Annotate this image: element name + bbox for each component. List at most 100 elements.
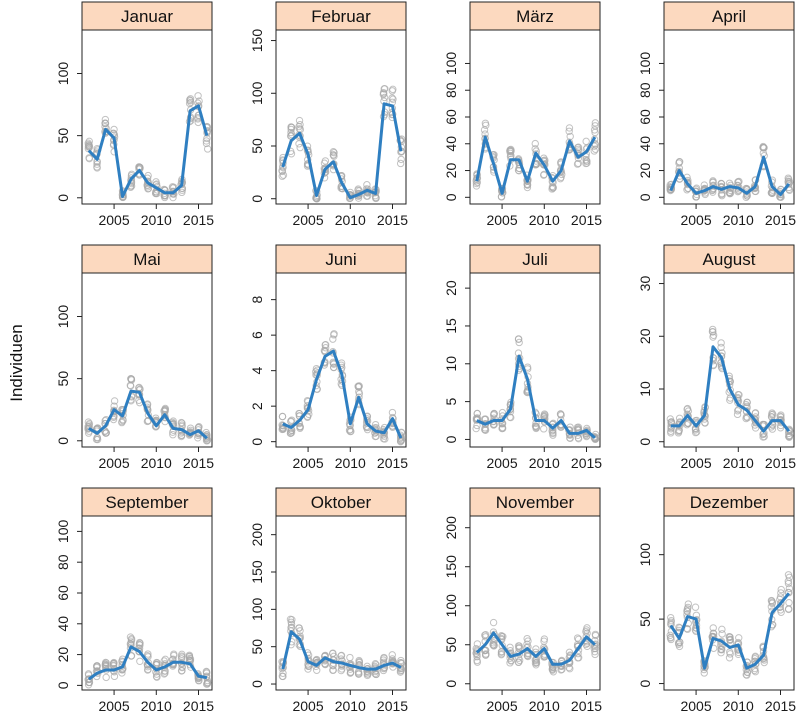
data-point [110,125,118,134]
panel-title: Juli [522,250,548,269]
series-line [670,345,791,433]
data-point [777,585,785,594]
data-point [709,181,718,190]
series-line [669,592,791,670]
data-point [515,338,523,347]
y-tick-label: 50 [443,637,459,653]
data-point [751,655,759,663]
data-point [152,672,161,681]
panel-title: November [496,493,575,512]
data-point [288,416,296,424]
panel-title: September [105,493,188,512]
data-point [178,653,186,661]
data-point [683,420,691,429]
data-point [701,419,709,427]
data-point [186,95,195,103]
data-point [363,192,372,200]
data-point [717,339,725,347]
data-point [278,172,286,180]
y-tick-label: 100 [637,543,653,567]
y-tick-label: 80 [443,82,459,98]
data-point [539,171,548,179]
x-tick-label: 2005 [680,212,711,228]
data-point [203,145,212,153]
y-tick-label: 10 [443,356,459,372]
data-point [784,174,792,182]
data-point [785,433,793,441]
data-point [768,597,776,605]
y-tick-label: 50 [55,128,71,144]
data-point [733,410,742,419]
data-point [321,157,330,165]
data-point [683,625,692,633]
y-tick-label: 0 [55,681,71,689]
data-point [85,137,93,146]
data-point [355,388,363,396]
data-point [785,426,794,435]
data-point [296,121,304,129]
y-tick-label: 150 [249,560,265,584]
y-tick-label: 50 [637,611,653,627]
panel-strip [469,487,601,517]
y-tick-label: 15 [443,318,459,334]
data-point [178,663,186,672]
y-tick-label: 4 [249,367,265,375]
data-point [346,669,355,677]
data-point [742,670,750,679]
data-point [558,665,566,674]
y-tick-label: 0 [249,680,265,688]
x-tick-label: 2005 [486,455,517,471]
data-point [346,425,354,434]
data-point [675,642,684,651]
data-point [481,426,489,434]
y-tick-label: 0 [637,193,653,201]
data-point [118,417,126,426]
data-point [717,649,725,657]
data-point [93,662,101,670]
data-point [169,431,177,439]
panel-strip [81,1,213,31]
data-point [330,363,338,372]
data-point [523,644,531,652]
x-tick-label: 2015 [571,455,602,471]
y-tick-label: 20 [443,163,459,179]
data-point [767,188,776,197]
data-point [194,118,202,127]
x-tick-label: 2015 [183,455,214,471]
panel-strip [663,244,795,274]
data-point [161,405,169,414]
data-point [397,433,405,441]
data-point [152,422,161,430]
panel-märz: März 2005 2010 2015 0 20 40 60 80 100 [443,1,602,228]
data-point [186,96,194,104]
data-point [556,410,565,418]
data-point [185,99,194,108]
data-point [549,431,557,439]
x-tick-label: 2005 [680,455,711,471]
data-point [396,159,405,168]
data-point [709,177,717,185]
data-point [85,675,94,683]
data-point [777,608,785,616]
data-point [380,89,388,98]
data-point [194,92,202,100]
data-point [379,434,388,443]
panel-september: September 2005 2010 2015 0 20 40 60 80 100 [55,487,214,714]
panel-strip [275,244,407,274]
data-point [565,648,574,657]
data-point [396,664,405,673]
data-point [776,424,785,432]
data-point [591,145,600,153]
data-point [286,615,295,624]
data-point [388,651,396,659]
data-point [532,645,540,653]
data-point [363,670,372,678]
panel-strip [663,1,795,31]
data-point [769,410,777,419]
data-point [321,344,330,352]
y-tick-label: 0 [443,193,459,201]
data-point [785,599,793,607]
data-point [784,179,793,188]
